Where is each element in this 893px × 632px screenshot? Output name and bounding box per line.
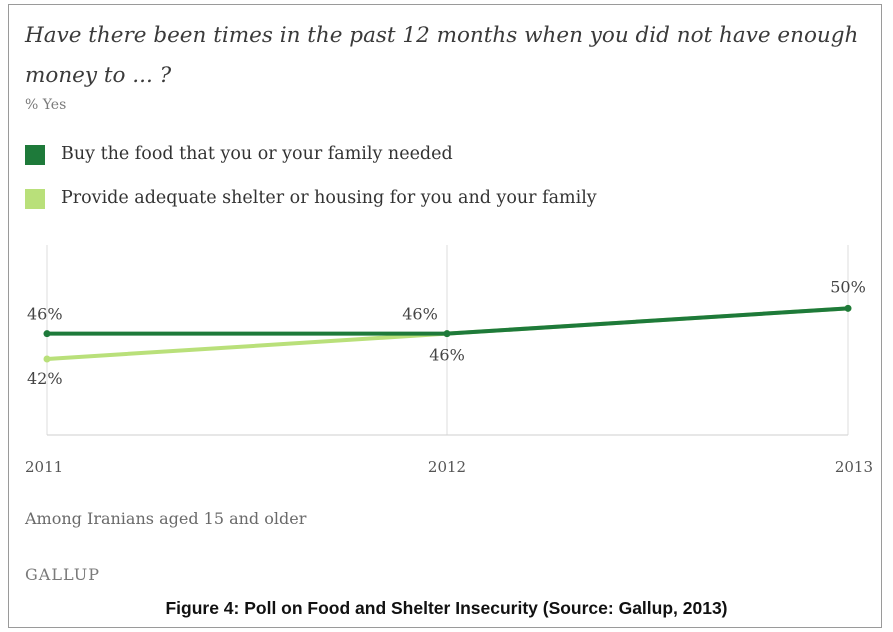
gallup-logo: GALLUP	[25, 565, 100, 584]
legend-label-shelter: Provide adequate shelter or housing for …	[61, 188, 597, 208]
x-tick-label-2012: 2012	[428, 458, 466, 476]
data-point-food-2012	[443, 330, 451, 338]
data-label-food-2012: 46%	[402, 305, 438, 324]
data-point-shelter-2011	[43, 355, 51, 363]
data-point-food-2011	[43, 330, 51, 338]
chart-title: Have there been times in the past 12 mon…	[25, 23, 859, 88]
data-label-food-2011: 46%	[27, 305, 63, 324]
legend-swatch-shelter	[25, 189, 45, 209]
figure-caption: Figure 4: Poll on Food and Shelter Insec…	[165, 598, 728, 618]
chart-footnote: Among Iranians aged 15 and older	[25, 509, 307, 528]
data-label-food-2013: 50%	[830, 277, 866, 296]
data-label-shelter-2012: 46%	[429, 346, 465, 365]
chart-subtitle: % Yes	[25, 97, 67, 113]
x-tick-label-2013: 2013	[835, 458, 873, 476]
legend-swatch-food	[25, 145, 45, 165]
data-label-shelter-2011: 42%	[27, 369, 63, 388]
x-tick-label-2011: 2011	[25, 458, 63, 476]
data-point-food-2013	[844, 304, 852, 312]
chart-frame	[8, 4, 882, 628]
legend-label-food: Buy the food that you or your family nee…	[61, 144, 453, 164]
